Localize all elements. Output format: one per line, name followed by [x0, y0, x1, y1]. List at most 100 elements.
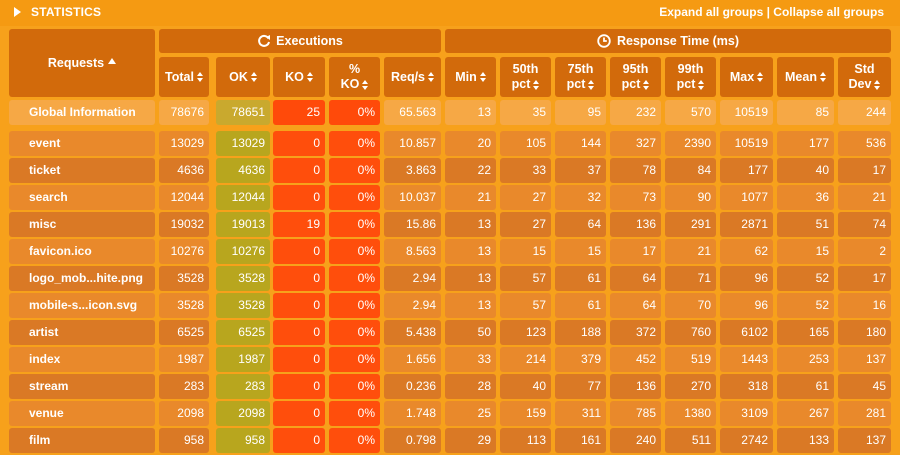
min-label: Min: [455, 69, 477, 84]
cell-std: 137: [838, 428, 891, 453]
sort-arrows-icon: [196, 72, 203, 82]
cell-p50: 15: [500, 239, 551, 264]
cell-name[interactable]: favicon.ico: [9, 239, 155, 264]
cell-min: 29: [445, 428, 496, 453]
cell-min: 13: [445, 239, 496, 264]
statistics-toggle[interactable]: STATISTICS: [14, 5, 101, 19]
cell-p75: 379: [555, 347, 606, 372]
cell-p75: 37: [555, 158, 606, 183]
statistics-title: STATISTICS: [31, 5, 102, 19]
column-header-min[interactable]: Min: [445, 57, 496, 97]
sort-arrows-icon: [306, 72, 313, 82]
cell-ok: 1987: [216, 347, 270, 372]
cell-p99: 760: [665, 320, 716, 345]
links-separator: |: [763, 5, 774, 19]
cell-mean: 61: [777, 374, 834, 399]
global-total: 78676: [159, 100, 209, 125]
p99-label-line1: 99th: [677, 62, 704, 76]
cell-total: 19032: [159, 212, 209, 237]
column-header-max[interactable]: Max: [720, 57, 773, 97]
cell-name[interactable]: index: [9, 347, 155, 372]
cell-total: 3528: [159, 266, 209, 291]
column-header-mean[interactable]: Mean: [777, 57, 834, 97]
cell-name[interactable]: venue: [9, 401, 155, 426]
column-header-ok[interactable]: OK: [216, 57, 270, 97]
sort-arrows-icon: [874, 79, 881, 90]
cell-name[interactable]: search: [9, 185, 155, 210]
sort-arrows-icon: [250, 72, 257, 82]
cell-ok: 13029: [216, 131, 270, 156]
cell-name[interactable]: mobile-s...icon.svg: [9, 293, 155, 318]
cell-p95: 78: [610, 158, 661, 183]
cell-p99: 70: [665, 293, 716, 318]
total-label: Total: [165, 69, 194, 84]
p99-label-line2: pct: [676, 77, 696, 91]
executions-label: Executions: [276, 33, 343, 48]
cell-name[interactable]: stream: [9, 374, 155, 399]
cell-mean: 51: [777, 212, 834, 237]
cell-p99: 511: [665, 428, 716, 453]
cell-p75: 61: [555, 293, 606, 318]
expand-all-groups-link[interactable]: Expand all groups: [659, 5, 764, 19]
collapse-all-groups-link[interactable]: Collapse all groups: [773, 5, 884, 19]
cell-p95: 17: [610, 239, 661, 264]
cell-mean: 52: [777, 266, 834, 291]
column-header-p50[interactable]: 50th pct: [500, 57, 551, 97]
cell-total: 3528: [159, 293, 209, 318]
global-max: 10519: [720, 100, 773, 125]
cell-total: 4636: [159, 158, 209, 183]
cell-p50: 33: [500, 158, 551, 183]
column-header-std-dev[interactable]: Std Dev: [838, 57, 891, 97]
column-header-reqs[interactable]: Req/s: [384, 57, 441, 97]
global-reqs: 65.563: [384, 100, 441, 125]
cell-min: 13: [445, 212, 496, 237]
cell-std: 45: [838, 374, 891, 399]
global-ok: 78651: [216, 100, 270, 125]
cell-total: 1987: [159, 347, 209, 372]
column-header-total[interactable]: Total: [159, 57, 209, 97]
max-label: Max: [729, 69, 755, 84]
cell-p75: 32: [555, 185, 606, 210]
executions-group-header: Executions: [159, 29, 441, 53]
cell-name[interactable]: ticket: [9, 158, 155, 183]
response-time-group-header: Response Time (ms): [445, 29, 891, 53]
sort-arrows-icon: [643, 79, 650, 90]
cell-total: 958: [159, 428, 209, 453]
cell-min: 21: [445, 185, 496, 210]
p75-label-line2: pct: [566, 77, 586, 91]
group-links: Expand all groups | Collapse all groups: [659, 5, 884, 19]
cell-p75: 15: [555, 239, 606, 264]
cell-p95: 73: [610, 185, 661, 210]
cell-ko: 0: [273, 239, 325, 264]
cell-name[interactable]: film: [9, 428, 155, 453]
ko-label: KO: [285, 69, 304, 84]
cell-p50: 105: [500, 131, 551, 156]
cell-name[interactable]: event: [9, 131, 155, 156]
global-min: 13: [445, 100, 496, 125]
global-pct-ko: 0%: [329, 100, 380, 125]
cell-name[interactable]: artist: [9, 320, 155, 345]
cell-pct-ko: 0%: [329, 266, 380, 291]
cell-std: 137: [838, 347, 891, 372]
cell-p75: 144: [555, 131, 606, 156]
cell-reqs: 5.438: [384, 320, 441, 345]
column-header-p75[interactable]: 75th pct: [555, 57, 606, 97]
cell-p99: 21: [665, 239, 716, 264]
column-header-p99[interactable]: 99th pct: [665, 57, 716, 97]
cell-p50: 159: [500, 401, 551, 426]
cell-std: 536: [838, 131, 891, 156]
column-header-pct-ko[interactable]: % KO: [329, 57, 380, 97]
column-header-p95[interactable]: 95th pct: [610, 57, 661, 97]
cell-min: 13: [445, 293, 496, 318]
cell-p99: 90: [665, 185, 716, 210]
cell-p95: 785: [610, 401, 661, 426]
cell-pct-ko: 0%: [329, 158, 380, 183]
column-header-ko[interactable]: KO: [273, 57, 325, 97]
cell-name[interactable]: logo_mob...hite.png: [9, 266, 155, 291]
global-ko: 25: [273, 100, 325, 125]
column-header-requests[interactable]: Requests: [9, 29, 155, 97]
sort-arrows-icon: [698, 79, 705, 90]
cell-ko: 0: [273, 158, 325, 183]
cell-name[interactable]: misc: [9, 212, 155, 237]
refresh-icon: [258, 34, 271, 47]
